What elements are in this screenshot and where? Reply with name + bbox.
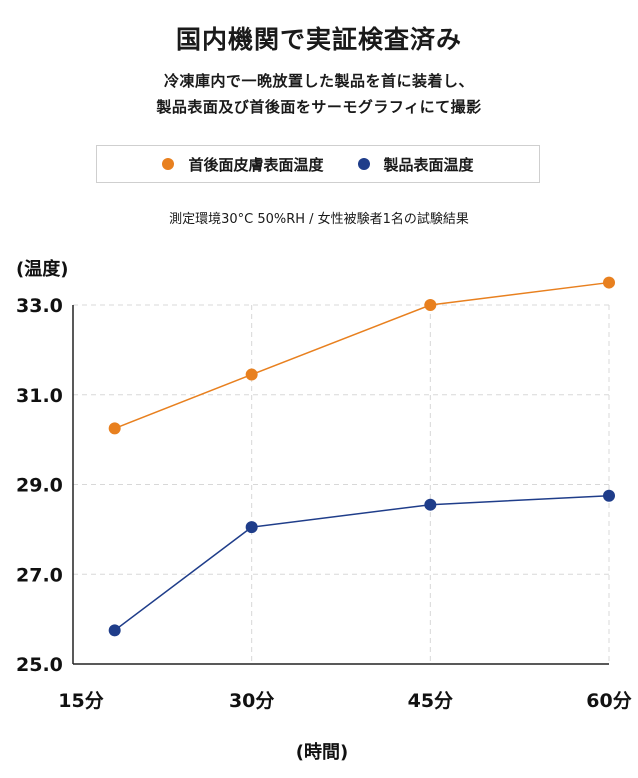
data-point-series-2	[245, 521, 258, 534]
legend-item-product: 製品表面温度	[357, 154, 474, 175]
data-point-series-1	[108, 422, 121, 435]
data-point-series-1	[603, 276, 615, 289]
legend-label-product: 製品表面温度	[383, 155, 474, 174]
y-tick-label: 31.0	[16, 385, 63, 407]
y-tick-label: 27.0	[16, 564, 63, 586]
y-tick-label: 29.0	[16, 475, 63, 497]
y-tick-label: 33.0	[16, 295, 63, 317]
legend-label-skin: 首後面皮膚表面温度	[188, 155, 324, 174]
y-tick-label: 25.0	[16, 654, 63, 676]
subtitle-line-1: 冷凍庫内で一晩放置した製品を首に装着し、	[163, 72, 474, 90]
x-tick-label: 15分	[58, 690, 103, 712]
subtitle-line-2: 製品表面及び首後面をサーモグラフィにて撮影	[156, 98, 482, 116]
legend-marker-product	[357, 158, 370, 170]
data-point-series-1	[424, 299, 437, 311]
data-point-series-2	[108, 624, 121, 637]
chart-title: 国内機関で実証検査済み	[175, 25, 462, 54]
x-axis-title: (時間)	[296, 742, 348, 763]
y-axis-title: (温度)	[16, 258, 68, 280]
x-tick-label: 45分	[408, 690, 453, 712]
x-tick-label: 60分	[586, 690, 631, 712]
measurement-note: 測定環境30°C 50%RH / 女性被験者1名の試験結果	[169, 212, 469, 227]
series-line-2	[114, 494, 610, 631]
data-point-series-2	[603, 489, 615, 502]
data-point-series-1	[245, 368, 258, 381]
series-line-1	[114, 281, 610, 430]
data-point-series-2	[424, 498, 437, 511]
legend-item-skin: 首後面皮膚表面温度	[162, 154, 324, 175]
x-tick-label: 30分	[229, 690, 274, 712]
legend-marker-skin	[162, 158, 175, 170]
legend: 首後面皮膚表面温度 製品表面温度	[96, 145, 540, 183]
